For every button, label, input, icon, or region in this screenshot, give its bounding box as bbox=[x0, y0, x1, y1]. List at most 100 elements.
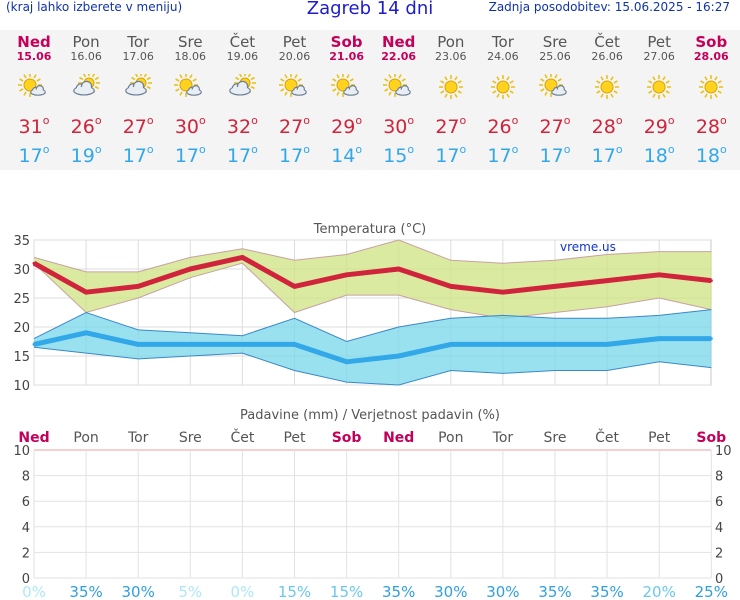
precipitation-tick-label-right: 0 bbox=[715, 572, 723, 587]
day-name: Ned bbox=[17, 33, 51, 51]
precipitation-probability: 30% bbox=[434, 583, 467, 600]
precipitation-day-label: Sre bbox=[544, 430, 567, 446]
location-hint-link[interactable]: (kraj lahko izberete v meniju) bbox=[6, 0, 183, 14]
min-temperature-point bbox=[345, 360, 349, 364]
min-temperature-band bbox=[34, 309, 712, 385]
min-temperature: 17o bbox=[487, 143, 519, 167]
day-column: Pet 20.06 27o 17o bbox=[269, 30, 321, 170]
sun-icon bbox=[591, 74, 623, 100]
day-date: 27.06 bbox=[643, 50, 675, 63]
sun-icon bbox=[643, 74, 675, 100]
day-date: 16.06 bbox=[70, 50, 102, 63]
day-name: Pet bbox=[282, 33, 307, 51]
max-temperature-point bbox=[32, 261, 36, 265]
day-name: Sob bbox=[330, 33, 363, 51]
precipitation-day-label: Pet bbox=[648, 430, 671, 446]
max-temperature-point bbox=[136, 284, 140, 288]
day-name: Sre bbox=[178, 33, 203, 51]
min-temperature: 17o bbox=[435, 143, 467, 167]
max-temperature: 29o bbox=[331, 114, 363, 138]
max-temperature: 27o bbox=[435, 114, 467, 138]
min-temperature: 17o bbox=[122, 143, 154, 167]
day-name: Pon bbox=[437, 33, 465, 51]
precipitation-day-label: Čet bbox=[230, 428, 254, 446]
max-temperature-point bbox=[449, 284, 453, 288]
max-temperature: 26o bbox=[70, 114, 102, 138]
precipitation-day-label: Tor bbox=[492, 430, 514, 446]
day-date: 15.06 bbox=[16, 50, 52, 63]
day-column: Pon 16.06 26o 19o bbox=[60, 30, 112, 170]
page-title: Zagreb 14 dni bbox=[306, 0, 434, 19]
max-temperature-point bbox=[188, 267, 192, 271]
min-temperature-band-upper-edge bbox=[33, 309, 712, 343]
precipitation-tick-label-left: 8 bbox=[22, 470, 30, 485]
max-temperature: 27o bbox=[279, 114, 310, 138]
day-date: 28.06 bbox=[693, 50, 729, 63]
temperature-tick-label: 30 bbox=[13, 263, 30, 278]
precipitation-tick-label-left: 4 bbox=[22, 521, 30, 536]
temperature-tick-label: 35 bbox=[13, 234, 30, 249]
day-name: Ned bbox=[381, 33, 416, 51]
day-name: Pet bbox=[647, 33, 671, 51]
temperature-tick-label: 15 bbox=[13, 350, 30, 365]
temperature-chart-title: Temperatura (°C) bbox=[313, 222, 426, 237]
precipitation-day-label: Pet bbox=[283, 430, 306, 446]
temperature-tick-label: 10 bbox=[13, 379, 30, 394]
min-temperature-point bbox=[553, 342, 557, 346]
day-name: Pon bbox=[72, 33, 100, 51]
day-column: Sob 28.06 28o 18o bbox=[685, 30, 737, 170]
min-temperature: 17o bbox=[591, 143, 623, 167]
cloud-sun-icon bbox=[122, 72, 154, 100]
min-temperature-point bbox=[32, 342, 36, 346]
day-date: 17.06 bbox=[122, 50, 154, 63]
precipitation-day-label: Ned bbox=[383, 430, 414, 446]
precipitation-day-label: Pon bbox=[73, 430, 98, 446]
temperature-tick-label: 25 bbox=[13, 292, 30, 307]
day-column: Sre 25.06 27o 17o bbox=[529, 30, 581, 170]
max-temperature: 30o bbox=[383, 114, 415, 138]
sun-cloud-icon bbox=[174, 73, 206, 100]
precipitation-probability: 35% bbox=[590, 583, 623, 600]
cloud-sun-icon bbox=[70, 72, 102, 100]
day-column: Sre 18.06 30o 17o bbox=[164, 30, 216, 170]
min-temperature: 17o bbox=[279, 143, 310, 167]
precipitation-tick-label-left: 6 bbox=[22, 495, 30, 510]
precipitation-tick-label-right: 8 bbox=[715, 470, 723, 485]
precipitation-probability: 35% bbox=[69, 583, 102, 600]
max-temperature: 31o bbox=[18, 114, 50, 138]
precipitation-tick-label-right: 2 bbox=[715, 546, 723, 561]
day-column: Tor 17.06 27o 17o bbox=[112, 30, 164, 170]
day-column: Ned 15.06 31o 17o bbox=[8, 30, 60, 170]
max-temperature-point bbox=[709, 279, 713, 283]
precipitation-day-label: Sob bbox=[332, 430, 362, 446]
max-temperature: 32o bbox=[226, 114, 258, 138]
min-temperature: 19o bbox=[70, 143, 102, 167]
day-date: 23.06 bbox=[435, 50, 467, 63]
precipitation-tick-label-left: 0 bbox=[22, 572, 30, 587]
precipitation-probability: 35% bbox=[382, 583, 415, 600]
min-temperature-point bbox=[501, 342, 505, 346]
min-temperature-point bbox=[605, 342, 609, 346]
day-column: Tor 24.06 26o 17o bbox=[477, 30, 529, 170]
precipitation-tick-label-right: 4 bbox=[715, 521, 723, 536]
precipitation-day-label: Tor bbox=[127, 430, 149, 446]
day-name: Sob bbox=[695, 33, 728, 51]
sun-cloud-icon bbox=[18, 73, 50, 100]
cloud-sun-icon bbox=[226, 72, 258, 100]
precipitation-day-label: Pon bbox=[438, 430, 463, 446]
min-temperature: 17o bbox=[174, 143, 206, 167]
sun-cloud-icon bbox=[382, 73, 415, 100]
day-column: Sob 21.06 29o 14o bbox=[321, 30, 373, 170]
min-temperature-band-lower-edge bbox=[33, 346, 712, 386]
max-temperature: 26o bbox=[487, 114, 519, 138]
sun-icon bbox=[435, 74, 467, 100]
sun-cloud-icon bbox=[330, 73, 363, 100]
precipitation-day-label: Sob bbox=[696, 430, 726, 446]
max-temperature: 27o bbox=[539, 114, 571, 138]
sun-icon bbox=[695, 74, 727, 100]
day-name: Tor bbox=[127, 33, 150, 51]
min-temperature-point bbox=[293, 342, 296, 346]
precipitation-probability: 30% bbox=[486, 583, 519, 600]
day-name: Tor bbox=[491, 33, 514, 51]
